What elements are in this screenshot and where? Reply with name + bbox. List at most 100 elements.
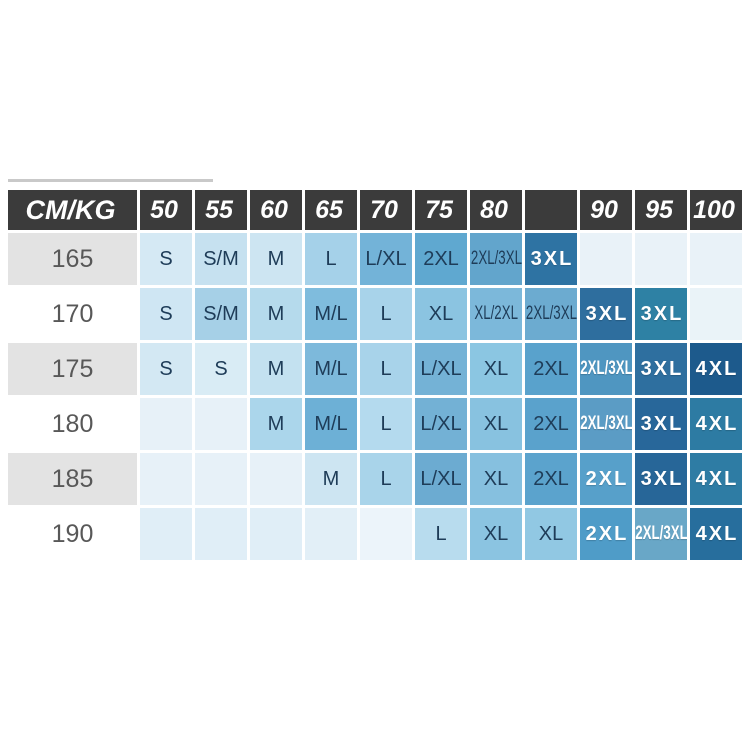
size-cell-text: M/L: [314, 302, 348, 325]
size-cell-text: L: [380, 357, 392, 380]
size-cell: L/XL: [360, 233, 412, 285]
row-label-180-text: 180: [51, 409, 94, 438]
size-cell: L: [360, 288, 412, 340]
row-label-185: 185: [8, 453, 137, 505]
row-label-165: 165: [8, 233, 137, 285]
size-cell-text: 3XL: [640, 467, 684, 490]
header-cell-cmkg-text: CM/KG: [25, 194, 116, 225]
size-cell: M: [250, 233, 302, 285]
size-cell: M: [250, 343, 302, 395]
decorative-line: [8, 179, 213, 182]
empty-cell: [305, 508, 357, 560]
size-cell: S/M: [195, 233, 247, 285]
size-cell-text: XL: [483, 412, 509, 435]
size-cell-text: 3XL: [585, 302, 629, 325]
size-cell-text: 2XL/3XL: [635, 523, 687, 544]
size-cell: XL: [415, 288, 467, 340]
size-cell: 2XL/3XL: [470, 233, 522, 285]
size-cell-text: 2XL/3XL: [525, 303, 577, 324]
size-cell-text: M/L: [314, 412, 348, 435]
size-cell-text: 2XL/3XL: [580, 413, 632, 434]
empty-cell: [250, 508, 302, 560]
size-cell: 2XL/3XL: [580, 398, 632, 450]
size-cell-text: M: [267, 412, 285, 435]
empty-cell: [690, 288, 742, 340]
header-cell-70: 70: [360, 190, 412, 230]
size-cell: M: [250, 398, 302, 450]
empty-cell: [195, 398, 247, 450]
size-cell-text: S: [214, 357, 228, 380]
size-cell-text: XL: [483, 467, 509, 490]
size-cell-text: XL: [483, 522, 509, 545]
header-cell-100-text: 100: [693, 195, 735, 224]
size-cell: L/XL: [415, 453, 467, 505]
header-cell-blank: [525, 190, 577, 230]
size-cell: M/L: [305, 398, 357, 450]
size-cell: 2XL: [525, 398, 577, 450]
size-cell-text: 4XL: [695, 522, 739, 545]
row-label-170: 170: [8, 288, 137, 340]
size-cell-text: 4XL: [695, 467, 739, 490]
header-cell-90: 90: [580, 190, 632, 230]
size-cell: 3XL: [525, 233, 577, 285]
empty-cell: [580, 233, 632, 285]
size-cell: 2XL/3XL: [580, 343, 632, 395]
header-cell-65: 65: [305, 190, 357, 230]
size-cell: 3XL: [635, 453, 687, 505]
size-cell-text: M/L: [314, 357, 348, 380]
size-cell: L/XL: [415, 398, 467, 450]
size-cell: 4XL: [690, 453, 742, 505]
size-cell: 2XL: [415, 233, 467, 285]
header-cell-cmkg: CM/KG: [8, 190, 137, 230]
size-cell-text: S/M: [203, 302, 239, 325]
header-cell-80: 80: [470, 190, 522, 230]
size-cell: L: [360, 398, 412, 450]
size-cell-text: M: [322, 467, 340, 490]
size-cell-text: 3XL: [640, 357, 684, 380]
row-label-165-text: 165: [51, 244, 94, 273]
header-cell-95: 95: [635, 190, 687, 230]
size-cell: M: [250, 288, 302, 340]
size-cell-text: M: [267, 302, 285, 325]
size-cell: XL: [470, 453, 522, 505]
size-cell: M/L: [305, 288, 357, 340]
header-cell-70-text: 70: [370, 195, 398, 224]
header-cell-65-text: 65: [315, 195, 343, 224]
size-cell: L/XL: [415, 343, 467, 395]
size-cell-text: 3XL: [640, 412, 684, 435]
row-label-170-text: 170: [51, 299, 94, 328]
empty-cell: [195, 453, 247, 505]
size-cell-text: L/XL: [420, 357, 462, 380]
size-cell: M/L: [305, 343, 357, 395]
size-cell-text: XL: [483, 357, 509, 380]
size-cell: L: [360, 343, 412, 395]
size-cell-text: L: [380, 302, 392, 325]
size-cell-text: L: [325, 247, 337, 270]
size-cell: S: [140, 343, 192, 395]
header-cell-90-text: 90: [590, 195, 618, 224]
size-cell: XL: [470, 398, 522, 450]
header-cell-80-text: 80: [480, 195, 508, 224]
size-cell-text: 2XL: [423, 247, 459, 270]
size-cell-text: L/XL: [420, 467, 462, 490]
size-cell-text: S: [159, 302, 173, 325]
empty-cell: [140, 398, 192, 450]
size-cell: L: [305, 233, 357, 285]
size-cell: XL: [470, 343, 522, 395]
header-cell-55: 55: [195, 190, 247, 230]
size-cell: S/M: [195, 288, 247, 340]
size-cell-text: L/XL: [420, 412, 462, 435]
row-label-175-text: 175: [51, 354, 94, 383]
size-cell: S: [195, 343, 247, 395]
row-label-180: 180: [8, 398, 137, 450]
size-cell-text: S/M: [203, 247, 239, 270]
size-cell-text: 3XL: [640, 302, 684, 325]
size-chart-table: CM/KG 50 55 60 65 70 75 80 90 95 100 165 S S/M M L L/XL 2…: [8, 190, 742, 560]
size-cell-text: L/XL: [365, 247, 407, 270]
header-cell-60-text: 60: [260, 195, 288, 224]
header-cell-55-text: 55: [205, 195, 233, 224]
size-cell-text: 4XL: [695, 357, 739, 380]
size-cell: S: [140, 233, 192, 285]
header-cell-100: 100: [690, 190, 742, 230]
header-cell-95-text: 95: [645, 195, 673, 224]
